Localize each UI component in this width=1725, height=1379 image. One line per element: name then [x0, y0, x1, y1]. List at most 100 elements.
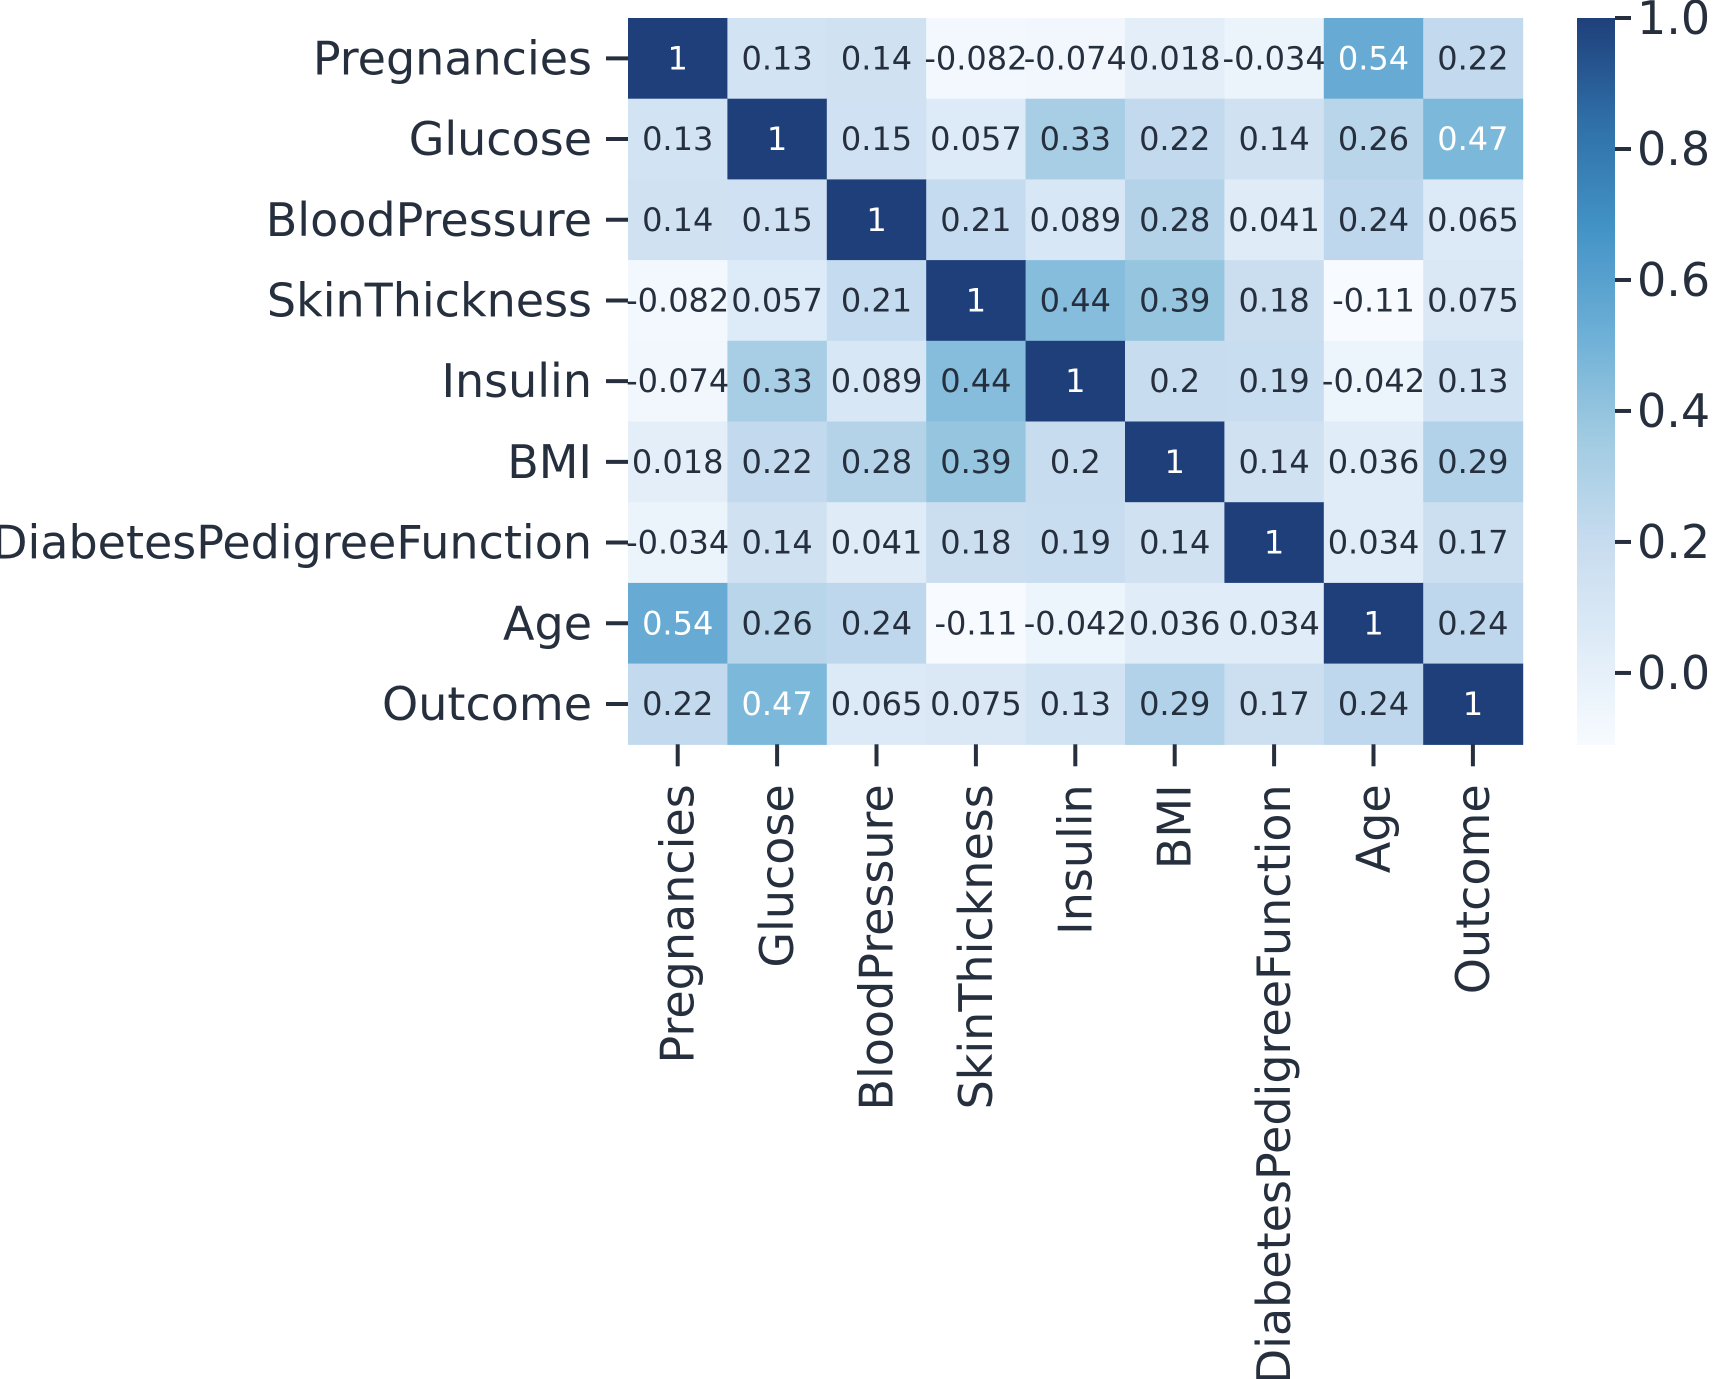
cell-value-label: 0.24: [1338, 201, 1409, 239]
row-label: BloodPressure: [266, 193, 592, 247]
heatmap-cell: [1323, 260, 1424, 342]
colorbar-tick-label: 0.8: [1637, 122, 1710, 176]
cell-value-label: 1: [866, 201, 886, 239]
heatmap-cell: [926, 98, 1027, 180]
cell-value-label: -0.074: [626, 362, 729, 400]
heatmap-cell: [1025, 18, 1126, 100]
cell-value-label: 0.24: [1437, 604, 1508, 642]
cell-value-label: 0.14: [741, 524, 812, 562]
heatmap-cell: [628, 421, 728, 503]
cell-value-label: 0.057: [731, 281, 823, 319]
heatmap-cell: [628, 582, 728, 665]
heatmap-cell: [826, 18, 927, 100]
heatmap-cell: [628, 179, 728, 261]
heatmap-cells: 1 0.13 0.14 -0.082-0.074 0.018 -0.034 0.54 0.22…: [626, 18, 1524, 745]
cell-value-label: 0.2: [1050, 443, 1101, 481]
cell-value-label: -0.042: [1322, 362, 1425, 400]
colorbar-tick-label: 1.0: [1637, 0, 1710, 45]
cell-value-label: -0.074: [1024, 39, 1127, 77]
heatmap-cell: [628, 18, 728, 100]
colorbar-gradient: [1577, 18, 1615, 745]
column-label: Age: [1347, 784, 1401, 873]
column-label: Outcome: [1446, 784, 1500, 994]
heatmap-cell: [1025, 179, 1126, 261]
cell-value-label: 0.065: [1427, 201, 1519, 239]
cell-value-label: 0.39: [1139, 281, 1210, 319]
heatmap-cell: [826, 260, 927, 342]
cell-value-label: 0.075: [930, 685, 1022, 723]
cell-value-label: 0.44: [1040, 281, 1111, 319]
heatmap-cell: [1323, 663, 1424, 745]
cell-value-label: 0.034: [1328, 524, 1420, 562]
cell-value-label: 0.26: [741, 604, 812, 642]
row-labels: Pregnancies Glucose BloodPressure SkinThick…: [0, 31, 628, 731]
cell-value-label: 0.22: [741, 443, 812, 481]
column-label: Insulin: [1048, 784, 1102, 935]
cell-value-label: 0.28: [1139, 201, 1210, 239]
heatmap-cell: [727, 179, 828, 261]
colorbar-tick-label: 0.0: [1637, 646, 1710, 700]
cell-value-label: 1: [1165, 443, 1185, 481]
cell-value-label: 0.089: [1029, 201, 1121, 239]
row-label: SkinThickness: [267, 273, 592, 327]
cell-value-label: 0.17: [1437, 524, 1508, 562]
cell-value-label: 0.19: [1238, 362, 1309, 400]
heatmap-cell: [926, 663, 1027, 745]
heatmap-cell: [1025, 340, 1126, 423]
heatmap-cell: [926, 179, 1027, 261]
heatmap-cell: [727, 18, 828, 100]
heatmap-cell: [1323, 582, 1424, 665]
row-label: Age: [503, 596, 592, 650]
heatmap-cell: [1224, 502, 1325, 584]
heatmap-cell: [1224, 421, 1325, 503]
row-label: Outcome: [382, 677, 592, 731]
row-label: Glucose: [409, 112, 592, 166]
heatmap-cell: [727, 582, 828, 665]
cell-value-label: 1: [966, 281, 986, 319]
cell-value-label: 0.24: [841, 604, 912, 642]
heatmap-cell: [1125, 260, 1225, 342]
cell-value-label: 0.21: [841, 281, 912, 319]
cell-value-label: 0.47: [1437, 120, 1508, 158]
cell-value-label: 0.057: [930, 120, 1022, 158]
cell-value-label: 0.29: [1139, 685, 1210, 723]
heatmap-cell: [826, 179, 927, 261]
column-label: BMI: [1148, 784, 1202, 869]
cell-value-label: 0.33: [741, 362, 812, 400]
heatmap-cell: [1323, 502, 1424, 584]
heatmap-cell: [1423, 179, 1524, 261]
heatmap-cell: [1423, 502, 1524, 584]
cell-value-label: -0.034: [1223, 39, 1326, 77]
heatmap-cell: [826, 663, 927, 745]
cell-value-label: 0.075: [1427, 281, 1519, 319]
row-label: DiabetesPedigreeFunction: [0, 516, 592, 570]
heatmap-cell: [1323, 18, 1424, 100]
cell-value-label: 0.14: [841, 39, 912, 77]
cell-value-label: 0.14: [1238, 443, 1309, 481]
cell-value-label: 0.034: [1228, 604, 1320, 642]
cell-value-label: 0.18: [1238, 281, 1309, 319]
heatmap-cell: [826, 582, 927, 665]
heatmap-cell: [1125, 98, 1225, 180]
cell-value-label: 0.17: [1238, 685, 1309, 723]
cell-value-label: 0.33: [1040, 120, 1111, 158]
cell-value-label: 0.22: [1437, 39, 1508, 77]
heatmap-cell: [1025, 98, 1126, 180]
heatmap-cell: [926, 421, 1027, 503]
cell-value-label: 1: [1065, 362, 1085, 400]
cell-value-label: 0.29: [1437, 443, 1508, 481]
cell-value-label: 0.065: [831, 685, 923, 723]
cell-value-label: 0.13: [1040, 685, 1111, 723]
heatmap-cell: [1125, 582, 1225, 665]
cell-value-label: 0.19: [1040, 524, 1111, 562]
heatmap-cell: [926, 582, 1027, 665]
cell-value-label: 1: [1463, 685, 1483, 723]
heatmap-cell: [926, 340, 1027, 423]
heatmap-cell: [628, 260, 728, 342]
cell-value-label: 0.14: [1139, 524, 1210, 562]
cell-value-label: 0.15: [841, 120, 912, 158]
cell-value-label: 0.21: [940, 201, 1011, 239]
heatmap-cell: [628, 98, 728, 180]
